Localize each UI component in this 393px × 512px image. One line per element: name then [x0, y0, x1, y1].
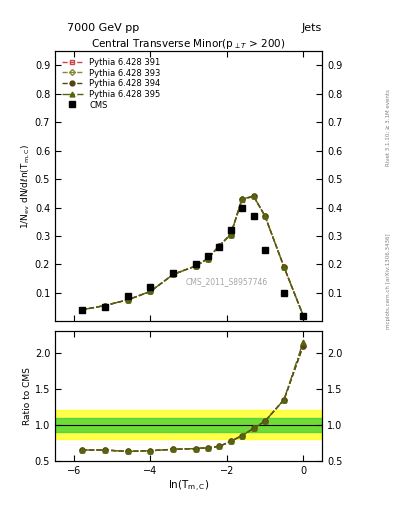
Pythia 6.428 393: [79, 307, 84, 313]
CMS: [194, 261, 198, 267]
Pythia 6.428 391: [251, 193, 256, 199]
Pythia 6.428 393: [282, 264, 286, 270]
Text: Rivet 3.1.10; ≥ 3.1M events: Rivet 3.1.10; ≥ 3.1M events: [386, 90, 391, 166]
Pythia 6.428 391: [240, 197, 244, 203]
Pythia 6.428 394: [240, 196, 244, 202]
Text: 7000 GeV pp: 7000 GeV pp: [67, 23, 139, 33]
Pythia 6.428 393: [228, 231, 233, 238]
Pythia 6.428 391: [263, 213, 267, 219]
Pythia 6.428 395: [194, 263, 198, 269]
Pythia 6.428 391: [206, 255, 210, 262]
Pythia 6.428 395: [79, 307, 84, 313]
Line: Pythia 6.428 393: Pythia 6.428 393: [80, 194, 305, 317]
Pythia 6.428 394: [251, 193, 256, 199]
Pythia 6.428 394: [194, 263, 198, 269]
Pythia 6.428 395: [217, 243, 222, 249]
Pythia 6.428 394: [148, 288, 153, 294]
Pythia 6.428 391: [171, 271, 176, 278]
Line: Pythia 6.428 394: Pythia 6.428 394: [79, 194, 306, 318]
CMS: [148, 284, 153, 290]
Line: Pythia 6.428 391: Pythia 6.428 391: [80, 194, 305, 317]
Pythia 6.428 395: [171, 271, 176, 278]
Pythia 6.428 393: [301, 312, 305, 318]
Pythia 6.428 395: [148, 288, 153, 294]
CMS: [102, 304, 107, 310]
Legend: Pythia 6.428 391, Pythia 6.428 393, Pythia 6.428 394, Pythia 6.428 395, CMS: Pythia 6.428 391, Pythia 6.428 393, Pyth…: [59, 55, 163, 112]
Text: Jets: Jets: [302, 23, 322, 33]
Pythia 6.428 395: [251, 193, 256, 199]
Pythia 6.428 395: [125, 297, 130, 303]
Pythia 6.428 394: [125, 297, 130, 303]
Pythia 6.428 395: [301, 312, 305, 318]
Pythia 6.428 391: [217, 243, 222, 249]
Pythia 6.428 394: [79, 307, 84, 313]
Pythia 6.428 391: [102, 303, 107, 309]
Pythia 6.428 393: [194, 263, 198, 269]
Pythia 6.428 393: [251, 193, 256, 199]
CMS: [171, 270, 176, 276]
Pythia 6.428 394: [301, 312, 305, 318]
Pythia 6.428 393: [102, 303, 107, 309]
Line: Pythia 6.428 395: Pythia 6.428 395: [79, 194, 306, 318]
CMS: [251, 213, 256, 219]
Pythia 6.428 391: [282, 264, 286, 270]
CMS: [79, 307, 84, 313]
CMS: [263, 247, 267, 253]
CMS: [217, 244, 222, 250]
CMS: [228, 227, 233, 233]
Pythia 6.428 393: [240, 196, 244, 202]
Bar: [55, 411, 322, 439]
CMS: [282, 290, 286, 296]
Text: CMS_2011_S8957746: CMS_2011_S8957746: [185, 277, 268, 286]
Text: mcplots.cern.ch [arXiv:1306.3436]: mcplots.cern.ch [arXiv:1306.3436]: [386, 234, 391, 329]
Pythia 6.428 395: [240, 196, 244, 202]
Bar: [55, 418, 322, 432]
Line: CMS: CMS: [78, 204, 307, 319]
Pythia 6.428 395: [263, 213, 267, 219]
Pythia 6.428 391: [228, 231, 233, 238]
Pythia 6.428 394: [282, 264, 286, 270]
Pythia 6.428 391: [301, 312, 305, 318]
Y-axis label: 1/N$_{\rm ev}$ dN/d$\ell$n(T$_{\rm m,C}$): 1/N$_{\rm ev}$ dN/d$\ell$n(T$_{\rm m,C}$…: [20, 144, 32, 228]
Pythia 6.428 394: [206, 255, 210, 262]
Y-axis label: Ratio to CMS: Ratio to CMS: [23, 367, 32, 425]
Pythia 6.428 393: [263, 213, 267, 219]
Pythia 6.428 393: [148, 288, 153, 294]
Pythia 6.428 394: [217, 243, 222, 249]
Pythia 6.428 393: [206, 255, 210, 262]
Pythia 6.428 394: [102, 303, 107, 309]
Pythia 6.428 395: [102, 303, 107, 309]
Pythia 6.428 394: [171, 271, 176, 278]
CMS: [301, 312, 305, 318]
Pythia 6.428 393: [125, 297, 130, 303]
Title: Central Transverse Minor(p$_{\perp T}$ > 200): Central Transverse Minor(p$_{\perp T}$ >…: [92, 37, 286, 51]
Pythia 6.428 394: [263, 213, 267, 219]
CMS: [240, 204, 244, 210]
Pythia 6.428 391: [194, 263, 198, 269]
Pythia 6.428 391: [148, 288, 153, 294]
Pythia 6.428 395: [228, 231, 233, 238]
X-axis label: ln(T$_{\rm m,C}$): ln(T$_{\rm m,C}$): [168, 478, 209, 494]
Pythia 6.428 393: [217, 243, 222, 249]
Pythia 6.428 393: [171, 271, 176, 278]
CMS: [125, 292, 130, 298]
Pythia 6.428 394: [228, 231, 233, 238]
Pythia 6.428 395: [282, 264, 286, 270]
CMS: [206, 253, 210, 259]
Pythia 6.428 391: [125, 297, 130, 303]
Pythia 6.428 391: [79, 307, 84, 313]
Pythia 6.428 395: [206, 255, 210, 262]
